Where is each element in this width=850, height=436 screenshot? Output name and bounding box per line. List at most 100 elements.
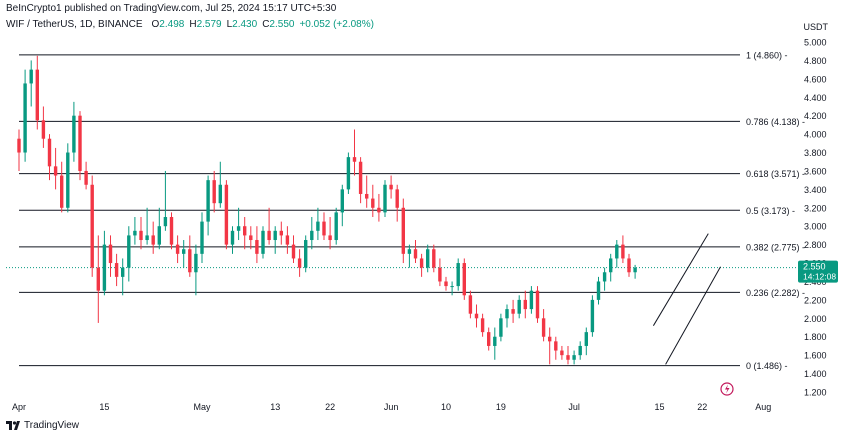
candle [108, 235, 113, 277]
candle-body [96, 267, 100, 291]
candle-body [175, 244, 180, 254]
candle-body [194, 253, 198, 273]
candle-body [200, 221, 204, 254]
open-label: O [151, 19, 160, 30]
candle [487, 327, 491, 351]
fib-level-label: 0.236 (2.282) - [746, 288, 805, 298]
candle-body [102, 244, 107, 291]
candle-body [267, 230, 271, 241]
candle [352, 129, 357, 176]
candle-body [615, 244, 619, 259]
candle [60, 161, 64, 213]
y-tick-label: 4.200 [804, 111, 827, 121]
candle [310, 217, 314, 250]
y-tick-label: 2.200 [804, 295, 827, 305]
candle [365, 175, 369, 208]
candle [371, 184, 375, 217]
candle [96, 235, 100, 323]
y-tick-label: 1.800 [804, 332, 827, 342]
candle-body [621, 244, 625, 259]
candle-body [255, 240, 259, 254]
y-tick-label: 1.200 [804, 388, 827, 398]
x-tick-label: 13 [270, 402, 280, 412]
candle-body [285, 235, 290, 245]
candle [212, 170, 216, 213]
candle-body [121, 267, 125, 277]
candle [615, 240, 619, 268]
candle-body [419, 258, 424, 268]
bar-countdown: 14:12:08 [803, 272, 836, 282]
candle-body [133, 230, 137, 236]
candle-body [346, 157, 351, 190]
x-tick-label: Jun [384, 402, 399, 412]
candle [596, 276, 601, 305]
candle [297, 249, 302, 277]
candle [535, 286, 540, 323]
candle-body [114, 263, 119, 277]
candle [304, 235, 308, 273]
currency-label: USDT [803, 22, 829, 32]
candle [255, 226, 259, 264]
candle-body [493, 336, 497, 346]
candle [517, 295, 521, 319]
candle-body [182, 249, 186, 254]
candle [474, 304, 479, 328]
candle [560, 345, 564, 360]
candle [493, 327, 497, 360]
y-tick-label: 3.600 [804, 166, 827, 176]
fib-level-label: 0.786 (4.138) - [746, 117, 805, 127]
candle [279, 221, 283, 245]
candle [230, 226, 235, 254]
candle [383, 180, 387, 217]
candle-body [609, 258, 613, 273]
candle [72, 101, 76, 162]
candle [218, 161, 222, 208]
candle-body [230, 230, 235, 245]
snapshot-icon[interactable] [720, 382, 734, 396]
candle-body [322, 221, 326, 236]
candle-body [401, 207, 405, 254]
candle [609, 253, 613, 282]
candle [243, 217, 247, 250]
symbol-legend: WIF / TetherUS, 1D, BINANCE O2.498 H2.57… [6, 19, 374, 30]
candle [29, 60, 33, 107]
candle [602, 267, 607, 291]
candle [41, 106, 46, 148]
last-price-badge-bg [798, 260, 838, 283]
candle [139, 217, 143, 250]
candle [151, 221, 155, 254]
candle [145, 207, 149, 245]
candle-body [584, 332, 588, 346]
candle [35, 55, 39, 130]
y-tick-label: 4.800 [804, 56, 827, 66]
candle-body [41, 120, 46, 139]
change-value: +0.052 (+2.08%) [299, 19, 374, 30]
candle [621, 235, 625, 264]
candle [432, 244, 436, 273]
y-tick-label: 2.800 [804, 240, 827, 250]
candle [84, 161, 88, 190]
candle-body [541, 318, 546, 337]
x-tick-label: Jul [568, 402, 580, 412]
candle-body [462, 263, 466, 296]
candle-body [72, 115, 76, 153]
candle [572, 350, 576, 365]
candle [499, 313, 503, 342]
candle-body [212, 180, 216, 204]
candle-body [554, 341, 558, 351]
candle-body [206, 180, 210, 222]
candle-body [236, 226, 241, 231]
candle-body [633, 267, 637, 273]
x-tick-label: Aug [755, 402, 771, 412]
y-tick-label: 3.000 [804, 222, 827, 232]
candle-body [53, 166, 58, 176]
fib-level-label: 1 (4.860) - [746, 50, 788, 60]
candle-body [127, 235, 131, 268]
candle [47, 134, 52, 181]
symbol-name: WIF / TetherUS, 1D, BINANCE [6, 19, 143, 30]
y-tick-label: 1.600 [804, 351, 827, 361]
candle [133, 217, 137, 245]
y-tick-label: 2.000 [804, 314, 827, 324]
candle-body [468, 295, 473, 314]
